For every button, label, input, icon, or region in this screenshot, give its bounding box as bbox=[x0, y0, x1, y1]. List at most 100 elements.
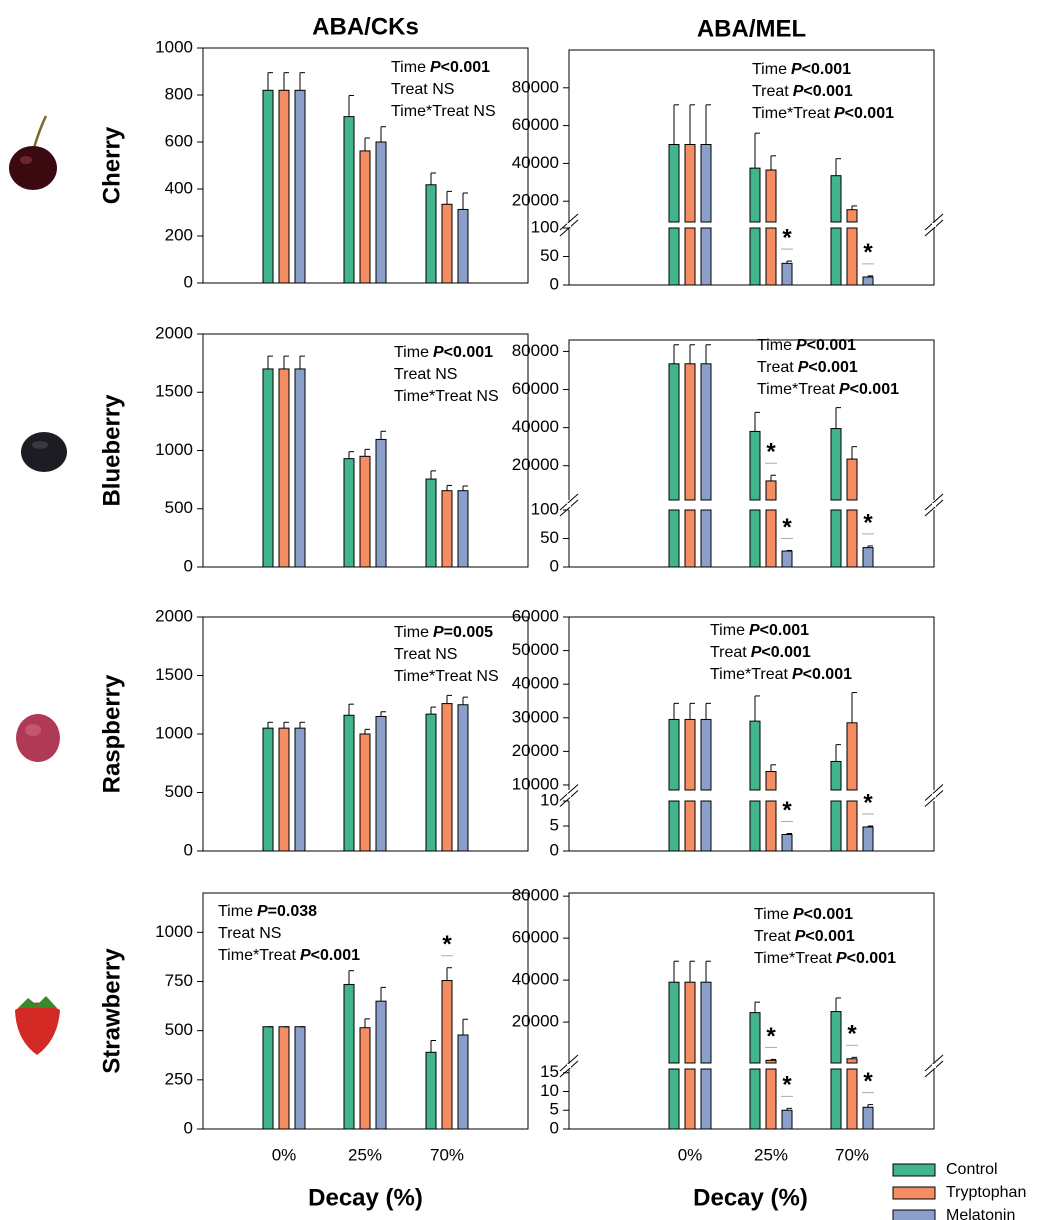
bar-lower bbox=[701, 228, 711, 285]
x-axis-label: Decay (%) bbox=[308, 1184, 423, 1211]
stat-line: Treat NS bbox=[394, 646, 457, 663]
bar-lower bbox=[766, 1069, 776, 1129]
stat-line: TimeP<0.001 bbox=[757, 337, 856, 354]
y-tick-label: 40000 bbox=[512, 970, 559, 989]
error-bar bbox=[365, 449, 370, 456]
bar-upper bbox=[669, 364, 679, 500]
bar bbox=[426, 479, 436, 567]
error-bar bbox=[836, 998, 841, 1012]
y-tick-label: 2000 bbox=[155, 323, 193, 342]
y-tick-label: 0 bbox=[184, 272, 193, 291]
bar-lower bbox=[766, 801, 776, 851]
bar-lower bbox=[847, 228, 857, 285]
bar-upper bbox=[831, 1012, 841, 1063]
stat-value: <0.001 bbox=[444, 344, 493, 361]
stat-line: TimeP<0.001 bbox=[394, 344, 493, 361]
error-bar bbox=[381, 127, 386, 142]
fruit-raspberry bbox=[16, 714, 60, 762]
bar bbox=[279, 1027, 289, 1129]
error-bar bbox=[381, 431, 386, 439]
y-tick-label: 1500 bbox=[155, 665, 193, 684]
y-tick-label: 2000 bbox=[155, 606, 193, 625]
bar bbox=[360, 734, 370, 851]
stat-value: =0.038 bbox=[268, 903, 317, 920]
bar bbox=[458, 209, 468, 283]
y-tick-label: 1000 bbox=[155, 723, 193, 742]
row-label: Raspberry bbox=[98, 674, 125, 793]
error-bar bbox=[852, 206, 857, 210]
bar bbox=[279, 728, 289, 851]
y-tick-label: 200 bbox=[165, 225, 193, 244]
stat-line: Treat NS bbox=[394, 366, 457, 383]
stat-label: Time bbox=[218, 903, 253, 920]
stat-label: Time bbox=[754, 906, 789, 923]
error-bar bbox=[447, 695, 452, 703]
stat-label: Time bbox=[757, 337, 792, 354]
stat-label: Time*Treat NS bbox=[394, 668, 499, 685]
bar-upper bbox=[701, 719, 711, 790]
row-label: Cherry bbox=[98, 126, 125, 204]
bar bbox=[263, 728, 273, 851]
y-tick-label: 600 bbox=[165, 131, 193, 150]
error-bar bbox=[431, 1041, 436, 1053]
axis-break-gap bbox=[932, 503, 936, 507]
bar-upper bbox=[847, 723, 857, 790]
bar bbox=[344, 459, 354, 567]
error-bar bbox=[706, 961, 711, 982]
stat-p: P bbox=[791, 61, 802, 78]
y-tick-label: 750 bbox=[165, 971, 193, 990]
fruit-blueberry bbox=[21, 432, 67, 472]
stat-p: P bbox=[433, 624, 444, 641]
y-tick-label: 50000 bbox=[512, 640, 559, 659]
bar-upper bbox=[685, 719, 695, 790]
bar bbox=[376, 439, 386, 567]
y-tick-label: 0 bbox=[550, 556, 559, 575]
bar bbox=[344, 715, 354, 851]
x-tick-label: 70% bbox=[430, 1145, 464, 1164]
stat-p: P bbox=[793, 906, 804, 923]
legend-swatch bbox=[893, 1210, 935, 1220]
stat-line: Treat NS bbox=[218, 925, 281, 942]
stat-value: <0.001 bbox=[311, 947, 360, 964]
stat-label: Treat NS bbox=[391, 81, 454, 98]
stat-value: <0.001 bbox=[761, 644, 810, 661]
stat-label: Time*Treat bbox=[754, 950, 832, 967]
stat-label: Time bbox=[394, 624, 429, 641]
error-bar bbox=[836, 408, 841, 429]
bar-lower bbox=[669, 228, 679, 285]
significance-mark: * bbox=[766, 439, 776, 466]
error-bar bbox=[706, 345, 711, 364]
y-tick-label: 250 bbox=[165, 1069, 193, 1088]
bar-lower bbox=[831, 801, 841, 851]
stat-value: <0.001 bbox=[845, 105, 894, 122]
stat-p: P bbox=[793, 83, 804, 100]
y-tick-label: 40000 bbox=[512, 417, 559, 436]
y-tick-label: 40000 bbox=[512, 153, 559, 172]
bar bbox=[782, 263, 792, 285]
stat-label: Treat bbox=[752, 83, 789, 100]
y-tick-label: 1000 bbox=[155, 440, 193, 459]
stat-p: P bbox=[836, 950, 847, 967]
y-tick-label: 50 bbox=[540, 528, 559, 547]
stat-p: P bbox=[796, 337, 807, 354]
stat-label: Treat bbox=[754, 928, 791, 945]
stat-value: <0.001 bbox=[760, 622, 809, 639]
bar-lower bbox=[750, 510, 760, 567]
error-bar bbox=[284, 73, 289, 91]
fruit-cherry bbox=[9, 116, 57, 190]
bar-upper bbox=[766, 772, 776, 790]
error-bar bbox=[852, 447, 857, 459]
stat-label: Time bbox=[394, 344, 429, 361]
error-bar bbox=[674, 105, 679, 145]
row-label: Blueberry bbox=[98, 394, 125, 507]
bar bbox=[782, 835, 792, 852]
stat-label: Time bbox=[391, 59, 426, 76]
y-tick-label: 20000 bbox=[512, 741, 559, 760]
error-bar bbox=[771, 765, 776, 772]
bar bbox=[295, 369, 305, 567]
axis-break-gap bbox=[932, 1064, 936, 1068]
bar-lower bbox=[750, 228, 760, 285]
error-bar bbox=[284, 722, 289, 728]
